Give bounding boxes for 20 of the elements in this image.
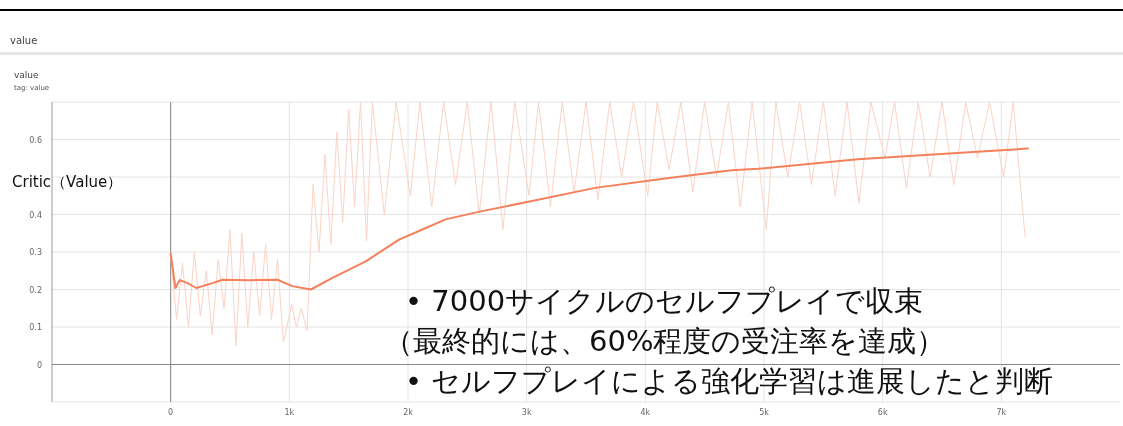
y-axis-title: Critic（Value）	[12, 173, 123, 191]
y-tick-label: 0.2	[29, 285, 42, 295]
y-tick-label: 0	[36, 360, 42, 370]
y-tick-label: 0.4	[29, 210, 42, 220]
x-tick-label: 4k	[640, 408, 651, 417]
x-tick-label: 3k	[521, 408, 532, 417]
y-tick-label: 0.3	[29, 248, 42, 257]
x-tick-label: 1k	[284, 408, 295, 417]
y-tick-label: 0.6	[29, 135, 42, 145]
x-tick-label: 5k	[759, 408, 770, 417]
x-tick-label: 2k	[403, 408, 414, 417]
y-tick-label: 0.1	[29, 323, 42, 332]
x-tick-label: 0	[168, 408, 174, 417]
x-tick-label: 6k	[877, 408, 888, 417]
annotation: （最終的には、60%程度の受注率を達成）	[384, 324, 946, 358]
chart-title: value	[14, 70, 40, 80]
x-tick-label: 7k	[996, 408, 1007, 417]
annotation: • セルフプレイによる強化学習は進展したと判断	[405, 364, 1054, 398]
text: value	[10, 35, 38, 46]
annotation: • 7000サイクルのセルフプレイで収束	[405, 284, 924, 318]
